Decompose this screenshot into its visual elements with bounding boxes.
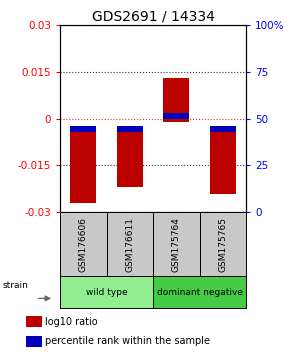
Bar: [210, 128, 236, 194]
Text: GSM175765: GSM175765: [218, 217, 227, 272]
Text: GSM176606: GSM176606: [79, 217, 88, 272]
Bar: [26, 336, 42, 347]
Text: percentile rank within the sample: percentile rank within the sample: [45, 336, 210, 346]
Title: GDS2691 / 14334: GDS2691 / 14334: [92, 10, 214, 24]
Bar: [26, 316, 42, 327]
Text: GSM175764: GSM175764: [172, 217, 181, 272]
Bar: [106, 212, 153, 276]
Bar: [164, 78, 189, 122]
Bar: [200, 212, 246, 276]
Text: GSM176611: GSM176611: [125, 217, 134, 272]
Text: log10 ratio: log10 ratio: [45, 316, 97, 327]
Bar: [70, 128, 96, 203]
Bar: [153, 276, 246, 308]
Bar: [70, 126, 96, 132]
Bar: [60, 276, 153, 308]
Text: dominant negative: dominant negative: [157, 287, 242, 297]
Bar: [164, 113, 189, 119]
Text: wild type: wild type: [86, 287, 127, 297]
Bar: [153, 212, 200, 276]
Bar: [210, 126, 236, 132]
Bar: [117, 128, 142, 187]
Bar: [60, 212, 106, 276]
Text: strain: strain: [3, 280, 29, 290]
Bar: [117, 126, 142, 132]
